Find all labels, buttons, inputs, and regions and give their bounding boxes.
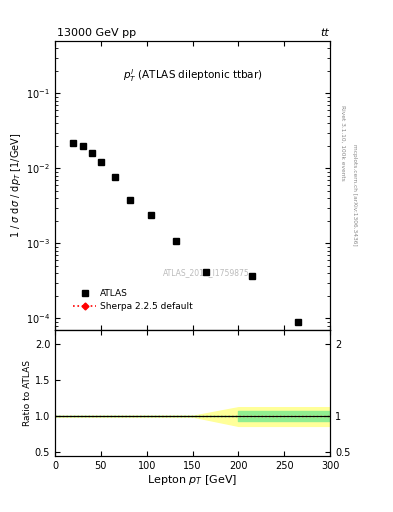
ATLAS <box>296 319 300 325</box>
ATLAS <box>149 212 154 218</box>
ATLAS <box>112 174 117 180</box>
ATLAS <box>89 150 94 156</box>
Y-axis label: 1 / $\sigma$ d$\sigma$ / d$p_T$ [1/GeV]: 1 / $\sigma$ d$\sigma$ / d$p_T$ [1/GeV] <box>9 133 23 238</box>
ATLAS <box>99 159 103 165</box>
Text: $p_T^l$ (ATLAS dileptonic ttbar): $p_T^l$ (ATLAS dileptonic ttbar) <box>123 67 263 84</box>
ATLAS <box>128 197 132 203</box>
ATLAS <box>80 143 85 149</box>
ATLAS <box>71 140 76 146</box>
Text: Rivet 3.1.10, 100k events: Rivet 3.1.10, 100k events <box>340 105 345 181</box>
Legend: ATLAS, Sherpa 2.2.5 default: ATLAS, Sherpa 2.2.5 default <box>70 286 196 314</box>
Line: ATLAS: ATLAS <box>70 139 301 325</box>
Text: mcplots.cern.ch [arXiv:1306.3436]: mcplots.cern.ch [arXiv:1306.3436] <box>352 144 357 245</box>
ATLAS <box>174 238 178 244</box>
ATLAS <box>204 269 209 275</box>
ATLAS <box>250 273 255 279</box>
Text: ATLAS_2019_I1759875: ATLAS_2019_I1759875 <box>163 268 250 276</box>
Y-axis label: Ratio to ATLAS: Ratio to ATLAS <box>23 360 32 426</box>
X-axis label: Lepton $p_T$ [GeV]: Lepton $p_T$ [GeV] <box>147 473 238 487</box>
Text: 13000 GeV pp: 13000 GeV pp <box>57 28 136 38</box>
Text: tt: tt <box>321 28 329 38</box>
